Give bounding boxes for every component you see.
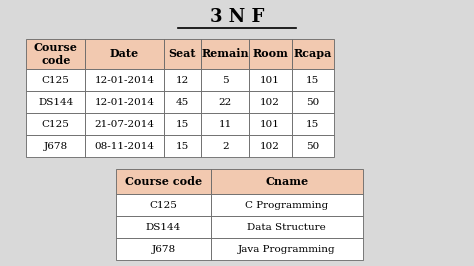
Bar bbox=[116, 169, 211, 194]
Text: 5: 5 bbox=[222, 76, 228, 85]
Bar bbox=[85, 113, 164, 135]
Bar bbox=[85, 39, 164, 69]
Text: 45: 45 bbox=[176, 98, 189, 107]
Text: 15: 15 bbox=[176, 120, 189, 129]
Text: 12-01-2014: 12-01-2014 bbox=[94, 98, 155, 107]
Bar bbox=[201, 113, 249, 135]
Bar bbox=[211, 216, 363, 238]
Text: 15: 15 bbox=[176, 142, 189, 151]
Bar bbox=[249, 113, 292, 135]
Text: J678: J678 bbox=[152, 245, 175, 254]
Bar bbox=[26, 135, 85, 157]
Text: 3 N F: 3 N F bbox=[210, 8, 264, 26]
Text: Cname: Cname bbox=[265, 176, 308, 187]
Text: Seat: Seat bbox=[169, 48, 196, 59]
Bar bbox=[249, 39, 292, 69]
Text: Course
code: Course code bbox=[34, 42, 78, 66]
Text: Date: Date bbox=[110, 48, 139, 59]
Bar bbox=[85, 69, 164, 91]
Text: 101: 101 bbox=[260, 120, 280, 129]
Bar bbox=[211, 169, 363, 194]
Text: Rcapa: Rcapa bbox=[294, 48, 332, 59]
Text: C125: C125 bbox=[150, 201, 177, 210]
Bar bbox=[164, 135, 201, 157]
Text: 102: 102 bbox=[260, 98, 280, 107]
Text: Java Programming: Java Programming bbox=[238, 245, 336, 254]
Bar bbox=[85, 91, 164, 113]
Text: 11: 11 bbox=[219, 120, 232, 129]
Bar bbox=[26, 69, 85, 91]
Bar bbox=[164, 39, 201, 69]
Text: C125: C125 bbox=[42, 120, 70, 129]
Bar bbox=[26, 113, 85, 135]
Bar bbox=[211, 238, 363, 260]
Text: 102: 102 bbox=[260, 142, 280, 151]
Bar bbox=[211, 194, 363, 216]
Text: Remain: Remain bbox=[201, 48, 249, 59]
Text: C Programming: C Programming bbox=[245, 201, 328, 210]
Text: Course code: Course code bbox=[125, 176, 202, 187]
Bar bbox=[292, 113, 334, 135]
Bar bbox=[116, 238, 211, 260]
Text: 15: 15 bbox=[306, 76, 319, 85]
Text: DS144: DS144 bbox=[38, 98, 73, 107]
Text: 12-01-2014: 12-01-2014 bbox=[94, 76, 155, 85]
Text: DS144: DS144 bbox=[146, 223, 181, 232]
Bar bbox=[292, 69, 334, 91]
Bar bbox=[292, 91, 334, 113]
Bar bbox=[164, 69, 201, 91]
Bar bbox=[201, 91, 249, 113]
Text: Room: Room bbox=[252, 48, 288, 59]
Text: 2: 2 bbox=[222, 142, 228, 151]
Bar bbox=[85, 135, 164, 157]
Bar bbox=[116, 216, 211, 238]
Text: J678: J678 bbox=[44, 142, 68, 151]
Bar bbox=[26, 39, 85, 69]
Text: 22: 22 bbox=[219, 98, 232, 107]
Text: 50: 50 bbox=[306, 142, 319, 151]
Bar bbox=[201, 135, 249, 157]
Bar bbox=[249, 135, 292, 157]
Bar bbox=[164, 113, 201, 135]
Bar bbox=[249, 69, 292, 91]
Bar bbox=[26, 91, 85, 113]
Text: 50: 50 bbox=[306, 98, 319, 107]
Bar bbox=[292, 135, 334, 157]
Bar bbox=[292, 39, 334, 69]
Text: Data Structure: Data Structure bbox=[247, 223, 326, 232]
Bar bbox=[201, 69, 249, 91]
Text: 08-11-2014: 08-11-2014 bbox=[94, 142, 155, 151]
Bar bbox=[201, 39, 249, 69]
Text: 101: 101 bbox=[260, 76, 280, 85]
Text: C125: C125 bbox=[42, 76, 70, 85]
Bar bbox=[164, 91, 201, 113]
Text: 15: 15 bbox=[306, 120, 319, 129]
Bar bbox=[116, 194, 211, 216]
Bar bbox=[249, 91, 292, 113]
Text: 12: 12 bbox=[176, 76, 189, 85]
Text: 21-07-2014: 21-07-2014 bbox=[94, 120, 155, 129]
